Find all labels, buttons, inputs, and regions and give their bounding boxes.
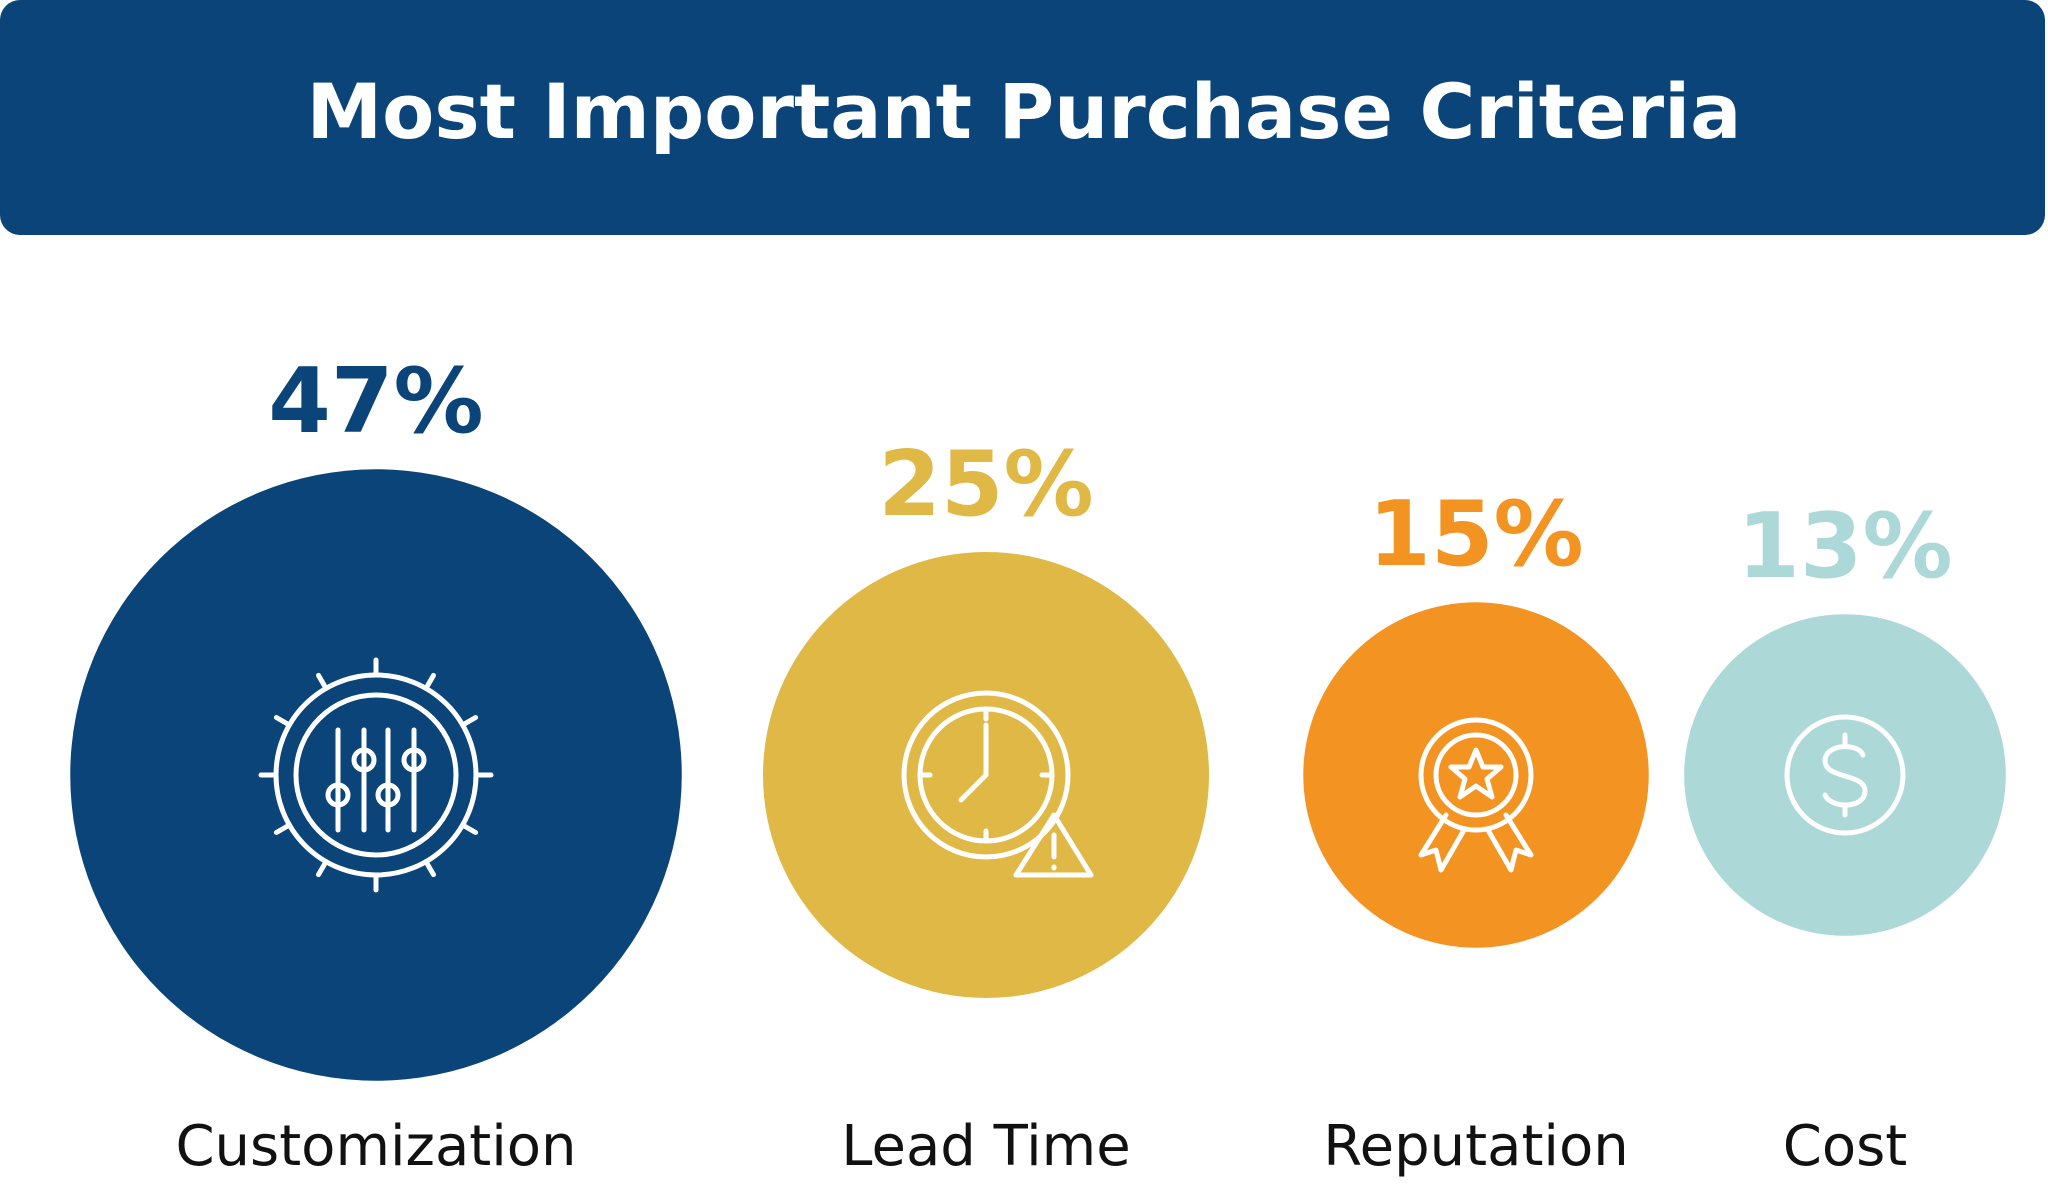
icon-part [1013, 812, 1094, 878]
category-label: Cost [1783, 1114, 1908, 1179]
icon-part [1433, 732, 1519, 818]
value-label: 13% [1737, 494, 1952, 599]
icon-part [258, 657, 494, 893]
header-bar [0, 0, 2045, 235]
icon [1784, 714, 1906, 836]
value-label: 15% [1368, 482, 1583, 587]
icon-part [401, 747, 427, 773]
icon-part [1418, 812, 1534, 873]
icon-part [917, 706, 1055, 844]
bubble [70, 469, 682, 1081]
bubble [1303, 602, 1649, 948]
icon-part [901, 690, 1071, 860]
icon [901, 690, 1094, 878]
category-label: Reputation [1323, 1114, 1628, 1179]
icon-part [293, 692, 459, 858]
category-label: Customization [175, 1114, 576, 1179]
icon-part [1418, 717, 1534, 833]
icon-part [1448, 747, 1504, 800]
chart-title: Most Important Purchase Criteria [307, 67, 1742, 156]
value-label: 25% [878, 432, 1093, 537]
icon-part [325, 782, 351, 808]
icon [1418, 717, 1534, 873]
icon-part [375, 782, 401, 808]
category-label: Lead Time [841, 1114, 1130, 1179]
icon-part [1822, 732, 1868, 818]
icon [258, 657, 494, 893]
icon-part [351, 747, 377, 773]
value-label: 47% [268, 349, 483, 454]
icon-part [273, 672, 479, 878]
icon-part [1784, 714, 1906, 836]
